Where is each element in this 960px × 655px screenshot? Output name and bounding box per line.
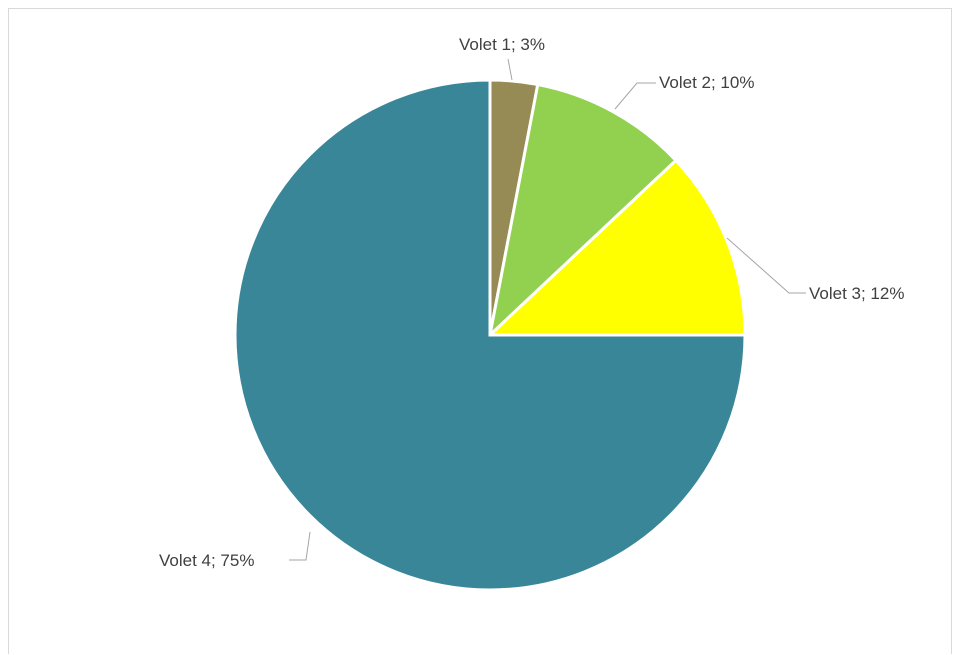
pie-slices [233, 78, 747, 592]
leader-line-volet-4 [289, 531, 311, 561]
pie-slice-volet-4 [233, 78, 747, 592]
data-label-volet-1: Volet 1; 3% [459, 35, 545, 54]
pie-slice-volet-3 [486, 158, 747, 337]
pie-slice-volet-2 [487, 82, 679, 340]
leader-lines [289, 58, 806, 561]
pie-chart: Volet 1; 3% Volet 2; 10% Volet 3; 12% Vo… [159, 35, 904, 592]
data-label-volet-3: Volet 3; 12% [809, 284, 904, 303]
leader-line-volet-3 [726, 237, 806, 294]
data-label-volet-4: Volet 4; 75% [159, 551, 254, 570]
data-label-volet-2: Volet 2; 10% [659, 73, 754, 92]
data-labels: Volet 1; 3% Volet 2; 10% Volet 3; 12% Vo… [159, 35, 904, 570]
chart-frame: Volet 1; 3% Volet 2; 10% Volet 3; 12% Vo… [8, 8, 952, 654]
leader-line-volet-1 [507, 58, 513, 81]
leader-line-volet-2 [614, 82, 656, 110]
